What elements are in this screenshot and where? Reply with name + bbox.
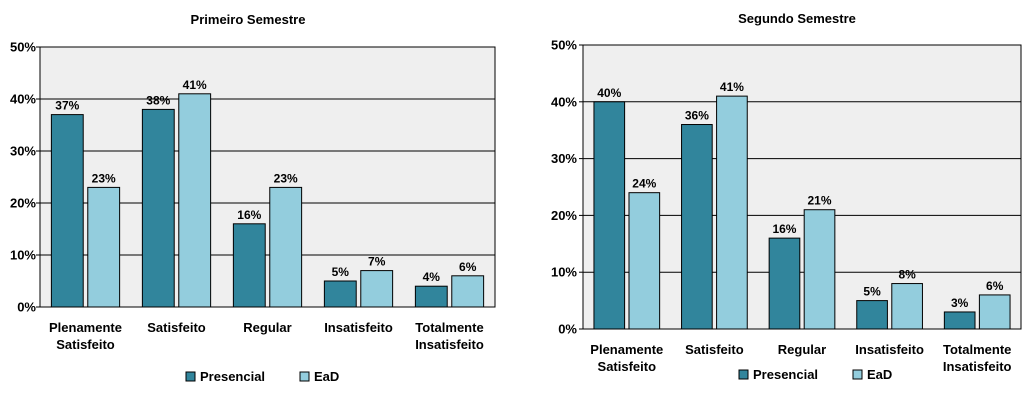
bar-ead <box>891 283 923 330</box>
x-tick-label: Totalmente Insatisfeito <box>943 342 1012 374</box>
x-tick-label-line: Insatisfeito <box>943 359 1012 374</box>
bar-ead <box>716 95 748 330</box>
x-tick-label-line: Plenamente <box>49 320 122 335</box>
y-tick-label: 40% <box>551 94 577 109</box>
x-tick-label-line: Insatisfeito <box>415 337 484 352</box>
data-label: 24% <box>632 177 656 191</box>
x-tick-label-line: Satisfeito <box>56 337 115 352</box>
y-tick-label: 10% <box>551 265 577 280</box>
data-label: 36% <box>685 109 709 123</box>
x-tick-label: Plenamente Satisfeito <box>590 342 663 374</box>
bar-presencial <box>50 114 84 308</box>
y-tick-label: 20% <box>551 208 577 223</box>
y-tick-label: 50% <box>10 40 36 55</box>
data-label: 21% <box>808 194 832 208</box>
bar-ead <box>978 294 1011 330</box>
bar-presencial <box>593 101 626 330</box>
bar-ead <box>178 93 212 308</box>
x-tick-label-line: Insatisfeito <box>324 320 393 335</box>
y-tick-label: 10% <box>10 248 36 263</box>
bar-ead <box>803 209 836 330</box>
x-tick-label-line: Regular <box>778 342 826 357</box>
x-tick-label: Satisfeito <box>685 342 744 357</box>
y-tick-label: 50% <box>551 38 577 53</box>
x-tick-label: Insatisfeito <box>324 320 393 335</box>
x-tick-label: Insatisfeito <box>855 342 924 357</box>
data-label: 4% <box>423 270 441 284</box>
y-tick-label: 30% <box>551 151 577 166</box>
bar-presencial <box>856 300 888 330</box>
data-label: 38% <box>146 93 170 107</box>
x-tick-label-line: Satisfeito <box>598 359 657 374</box>
data-label: 41% <box>720 80 744 94</box>
x-tick-label: Regular <box>243 320 291 335</box>
data-label: 8% <box>898 268 916 282</box>
legend-label-ead: EaD <box>867 367 892 382</box>
bar-ead <box>360 270 394 308</box>
legend-label-presencial: Presencial <box>200 369 265 384</box>
bar-presencial <box>141 108 175 308</box>
bar-presencial <box>681 124 713 330</box>
y-tick-label: 0% <box>558 322 577 337</box>
legend-label-ead: EaD <box>314 369 339 384</box>
legend-swatch-ead <box>299 371 310 382</box>
data-label: 7% <box>368 255 386 269</box>
bar-ead <box>628 192 661 330</box>
data-label: 40% <box>597 86 621 100</box>
data-label: 6% <box>986 279 1004 293</box>
bar-presencial <box>323 280 357 308</box>
data-label: 16% <box>772 222 796 236</box>
x-tick-label: Totalmente Insatisfeito <box>415 320 484 352</box>
legend-swatch-presencial <box>738 369 749 380</box>
chart-title: Primeiro Semestre <box>191 12 306 27</box>
bar-ead <box>87 186 121 308</box>
bar-presencial <box>943 311 976 330</box>
data-label: 23% <box>92 171 116 185</box>
y-tick-label: 20% <box>10 196 36 211</box>
x-tick-label-line: Totalmente <box>943 342 1011 357</box>
data-label: 16% <box>237 208 261 222</box>
plot-border <box>582 44 1022 330</box>
x-tick-label-line: Satisfeito <box>685 342 744 357</box>
legend-swatch-ead <box>852 369 863 380</box>
x-tick-label: Satisfeito <box>147 320 206 335</box>
bar-ead <box>451 275 485 308</box>
y-tick-label: 40% <box>10 92 36 107</box>
legend-swatch-presencial <box>185 371 196 382</box>
plot-border <box>39 46 496 308</box>
data-label: 23% <box>274 171 298 185</box>
bar-ead <box>269 186 303 308</box>
chart-1: Primeiro Semestre 0% 10% 20% 30% 40% 50% 37% 23%… <box>10 12 496 384</box>
x-tick-label-line: Satisfeito <box>147 320 206 335</box>
legend-label-presencial: Presencial <box>753 367 818 382</box>
data-label: 3% <box>951 296 969 310</box>
data-label: 37% <box>55 99 79 113</box>
chart-2: Segundo Semestre 0% 10% 20% 30% 40% 50% 40% 24% P… <box>551 11 1022 382</box>
data-label: 5% <box>863 285 881 299</box>
x-tick-label-line: Insatisfeito <box>855 342 924 357</box>
x-tick-label-line: Totalmente <box>415 320 483 335</box>
y-tick-label: 0% <box>17 300 36 315</box>
data-label: 41% <box>183 78 207 92</box>
x-tick-label-line: Plenamente <box>590 342 663 357</box>
bar-presencial <box>768 237 801 330</box>
x-tick-label: Regular <box>778 342 826 357</box>
data-label: 6% <box>459 260 477 274</box>
x-tick-label-line: Regular <box>243 320 291 335</box>
data-label: 5% <box>332 265 350 279</box>
bar-presencial <box>414 285 448 308</box>
bar-presencial <box>232 223 266 308</box>
y-tick-label: 30% <box>10 144 36 159</box>
x-tick-label: Plenamente Satisfeito <box>49 320 122 352</box>
chart-title: Segundo Semestre <box>738 11 856 26</box>
